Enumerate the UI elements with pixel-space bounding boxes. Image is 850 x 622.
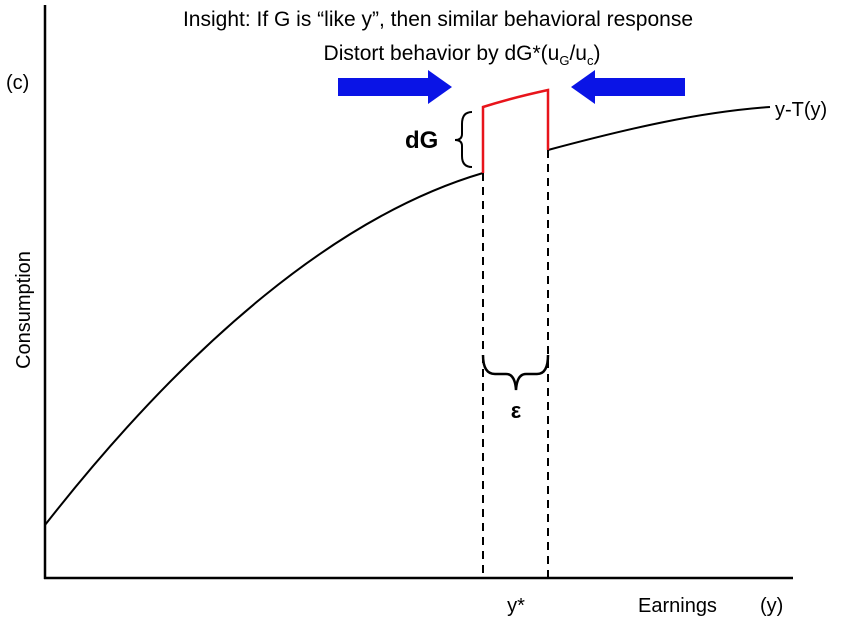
jump-label: dG: [405, 127, 438, 154]
y-axis-label: Consumption: [13, 251, 35, 369]
curve-label: y-T(y): [775, 99, 827, 121]
jump-brace: [454, 111, 473, 168]
width-label: ε: [511, 398, 522, 423]
subtitle: Distort behavior by dG*(uG/uc): [324, 42, 601, 68]
budget-curve: [547, 106, 771, 151]
subtitle-part: Distort behavior by dG*(u: [324, 42, 560, 65]
x-axis-label: Earnings: [638, 595, 717, 617]
subtitle-part: ): [593, 42, 600, 65]
arrow-left: [571, 70, 685, 104]
width-brace: [481, 354, 550, 391]
x-marker-label: y*: [507, 595, 525, 617]
title: Insight: If G is “like y”, then similar …: [183, 8, 693, 31]
notch: [481, 88, 550, 173]
x-axis-unit: (y): [760, 595, 783, 617]
budget-curve: [44, 172, 484, 526]
subtitle-subscript: G: [559, 53, 569, 68]
y-axis-unit: (c): [6, 72, 29, 94]
subtitle-subscript: c: [587, 53, 594, 68]
subtitle-part: /u: [569, 42, 587, 65]
arrow-right: [338, 70, 452, 104]
